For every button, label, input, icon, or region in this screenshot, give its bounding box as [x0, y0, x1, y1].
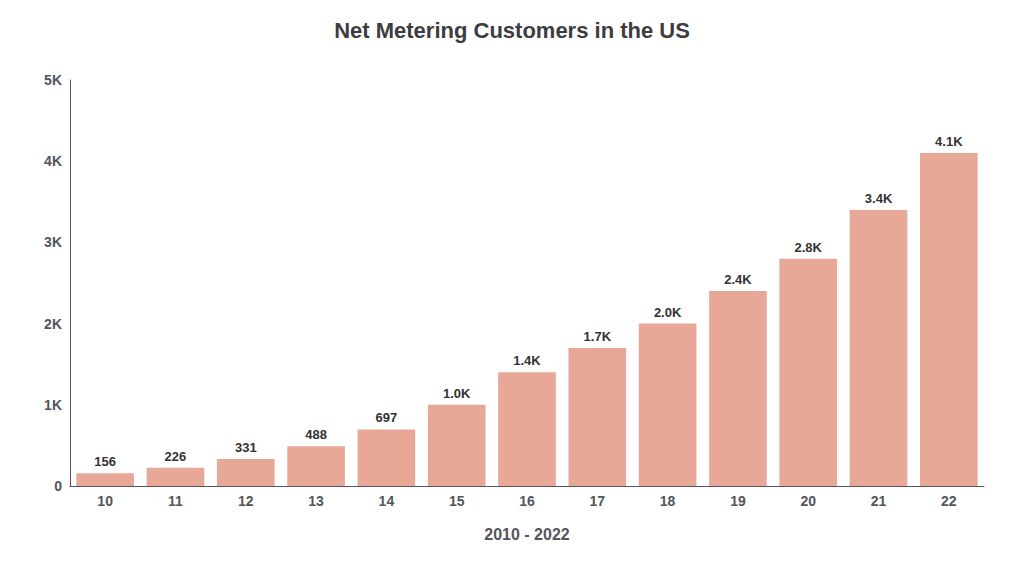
svg-text:2.8K: 2.8K — [794, 240, 822, 255]
svg-text:10: 10 — [97, 493, 113, 509]
svg-text:22: 22 — [941, 493, 957, 509]
svg-text:18: 18 — [660, 493, 676, 509]
svg-text:3.4K: 3.4K — [865, 191, 893, 206]
svg-text:226: 226 — [165, 449, 187, 464]
svg-text:2K: 2K — [44, 316, 62, 332]
svg-text:0: 0 — [54, 478, 62, 494]
svg-text:5K: 5K — [44, 72, 62, 88]
svg-text:2010 - 2022: 2010 - 2022 — [484, 526, 570, 543]
svg-text:156: 156 — [94, 454, 116, 469]
svg-text:19: 19 — [730, 493, 746, 509]
svg-text:Net Metering Customers in the: Net Metering Customers in the US — [334, 18, 690, 43]
svg-text:2.0K: 2.0K — [654, 305, 682, 320]
svg-text:1.0K: 1.0K — [443, 386, 471, 401]
svg-text:15: 15 — [449, 493, 465, 509]
svg-text:14: 14 — [379, 493, 395, 509]
svg-text:3K: 3K — [44, 234, 62, 250]
svg-text:21: 21 — [871, 493, 887, 509]
svg-text:331: 331 — [235, 440, 257, 455]
svg-text:1.7K: 1.7K — [584, 329, 612, 344]
svg-text:697: 697 — [376, 410, 398, 425]
svg-text:488: 488 — [305, 427, 327, 442]
svg-text:13: 13 — [308, 493, 324, 509]
svg-text:1.4K: 1.4K — [513, 353, 541, 368]
svg-text:17: 17 — [590, 493, 606, 509]
svg-text:1K: 1K — [44, 397, 62, 413]
svg-text:2.4K: 2.4K — [724, 272, 752, 287]
svg-text:4.1K: 4.1K — [935, 134, 963, 149]
svg-text:12: 12 — [238, 493, 254, 509]
svg-text:11: 11 — [168, 493, 183, 509]
svg-text:20: 20 — [800, 493, 816, 509]
svg-text:16: 16 — [519, 493, 535, 509]
svg-text:4K: 4K — [44, 153, 62, 169]
